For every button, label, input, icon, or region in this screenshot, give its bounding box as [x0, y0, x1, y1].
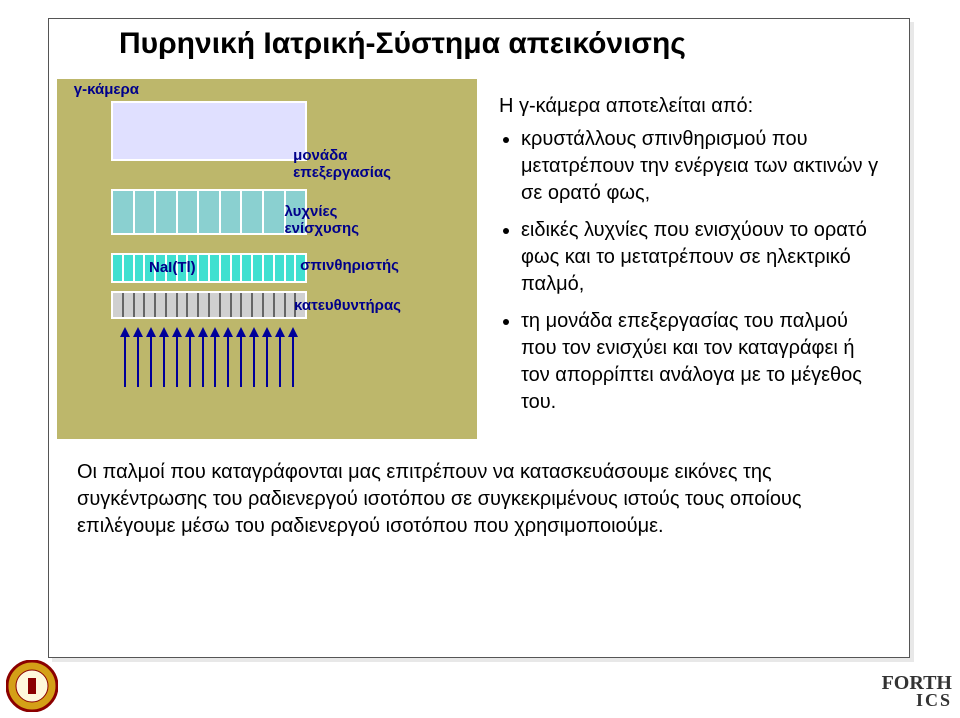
collimator-slit — [145, 293, 156, 317]
crystal-slot — [199, 255, 210, 281]
label-nai: NaI(Tl) — [149, 259, 196, 276]
collimator-slit — [264, 293, 275, 317]
collimator-slit — [167, 293, 178, 317]
crystal-slot — [210, 255, 221, 281]
gamma-arrow-icon — [134, 327, 143, 387]
gamma-arrow-icon — [250, 327, 259, 387]
label-gamma: γ-κάμερα — [74, 81, 139, 98]
label-tubes: λυχνίες ενίσχυσης — [285, 203, 359, 237]
crystal-row — [111, 253, 307, 283]
collimator-slit — [232, 293, 243, 317]
collimator-slit — [253, 293, 264, 317]
crystal-slot — [232, 255, 243, 281]
processor-box — [111, 101, 307, 161]
collimator-slit — [156, 293, 167, 317]
bullet-item: τη μονάδα επεξεργασίας του παλμού που το… — [521, 308, 887, 416]
label-collimator: κατευθυντήρας — [294, 297, 401, 314]
pmt-row — [111, 189, 307, 235]
collimator-slit — [242, 293, 253, 317]
description-block: Η γ-κάμερα αποτελείται από: κρυστάλλους … — [499, 93, 887, 426]
intro-line: Η γ-κάμερα αποτελείται από: — [499, 93, 887, 120]
crystal-slot — [124, 255, 135, 281]
logo-ics-text: ICS — [882, 692, 952, 708]
crystal-slot — [221, 255, 232, 281]
collimator-slit — [199, 293, 210, 317]
bullet-item: ειδικές λυχνίες που ενισχύουν το ορατό φ… — [521, 217, 887, 298]
collimator-row — [111, 291, 307, 319]
pmt-tube — [135, 191, 157, 233]
gamma-arrow-icon — [275, 327, 284, 387]
bullet-list: κρυστάλλους σπινθηρισμού που μετατρέπουν… — [499, 126, 887, 416]
pmt-tube — [264, 191, 286, 233]
collimator-slit — [275, 293, 286, 317]
footer-paragraph: Οι παλμοί που καταγράφονται μας επιτρέπο… — [77, 459, 887, 540]
slide-frame: Πυρηνική Ιατρική-Σύστημα απεικόνισης γ-κ… — [48, 18, 910, 658]
university-seal-icon — [6, 660, 58, 712]
gamma-camera-diagram: γ-κάμερα x,y,z μονάδα επεξεργασίας λυχνί… — [57, 79, 477, 439]
gamma-arrow-icon — [185, 327, 194, 387]
crystal-slot — [264, 255, 275, 281]
gamma-arrow-icon — [211, 327, 220, 387]
crystal-slot — [242, 255, 253, 281]
pmt-tube — [113, 191, 135, 233]
collimator-slit — [188, 293, 199, 317]
gamma-arrow-icon — [147, 327, 156, 387]
crystal-slot — [275, 255, 286, 281]
slide-title: Πυρηνική Ιατρική-Σύστημα απεικόνισης — [119, 27, 686, 61]
crystal-slot — [113, 255, 124, 281]
gamma-arrow-icon — [160, 327, 169, 387]
label-scintillator: σπινθηριστής — [300, 257, 399, 274]
gamma-arrow-icon — [121, 327, 130, 387]
crystal-slot — [135, 255, 146, 281]
gamma-arrow-icon — [198, 327, 207, 387]
gamma-arrow-icon — [224, 327, 233, 387]
crystal-slot — [253, 255, 264, 281]
collimator-slit — [113, 293, 124, 317]
gamma-arrow-icon — [288, 327, 297, 387]
pmt-tube — [156, 191, 178, 233]
gamma-arrow-icon — [237, 327, 246, 387]
collimator-slit — [221, 293, 232, 317]
collimator-slit — [124, 293, 135, 317]
gamma-arrow-icon — [172, 327, 181, 387]
pmt-tube — [242, 191, 264, 233]
collimator-slit — [210, 293, 221, 317]
pmt-tube — [199, 191, 221, 233]
label-unit: μονάδα επεξεργασίας — [293, 147, 391, 181]
pmt-tube — [221, 191, 243, 233]
pmt-tube — [178, 191, 200, 233]
gamma-arrows — [121, 327, 297, 387]
gamma-arrow-icon — [262, 327, 271, 387]
collimator-slit — [135, 293, 146, 317]
forth-ics-logo: FORTH ICS — [882, 674, 952, 708]
crystal-slot — [286, 255, 297, 281]
collimator-slit — [178, 293, 189, 317]
bullet-item: κρυστάλλους σπινθηρισμού που μετατρέπουν… — [521, 126, 887, 207]
